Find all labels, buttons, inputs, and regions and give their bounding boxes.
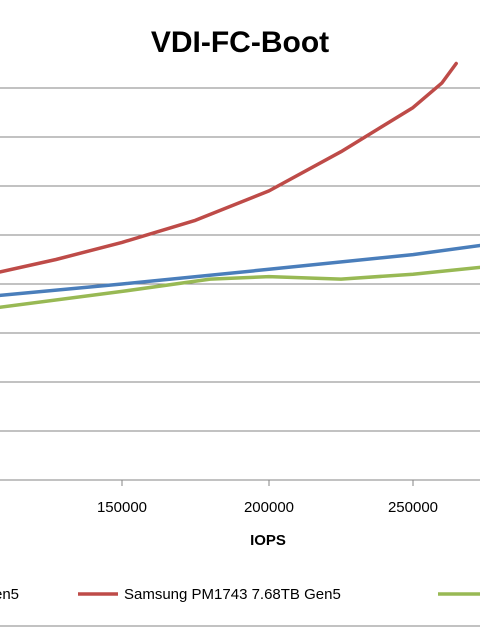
series-line-1 (0, 243, 480, 298)
chart-title: VDI-FC-Boot (151, 26, 329, 59)
x-tick-label: 200000 (244, 499, 294, 516)
x-axis-title: IOPS (250, 532, 286, 549)
legend-label-1: en5 (0, 586, 19, 603)
series-line-3 (0, 265, 480, 309)
series-line-2 (0, 61, 458, 274)
legend-label-2: Samsung PM1743 7.68TB Gen5 (124, 586, 341, 603)
x-tick-label: 250000 (388, 499, 438, 516)
x-tick-label: 150000 (97, 499, 147, 516)
